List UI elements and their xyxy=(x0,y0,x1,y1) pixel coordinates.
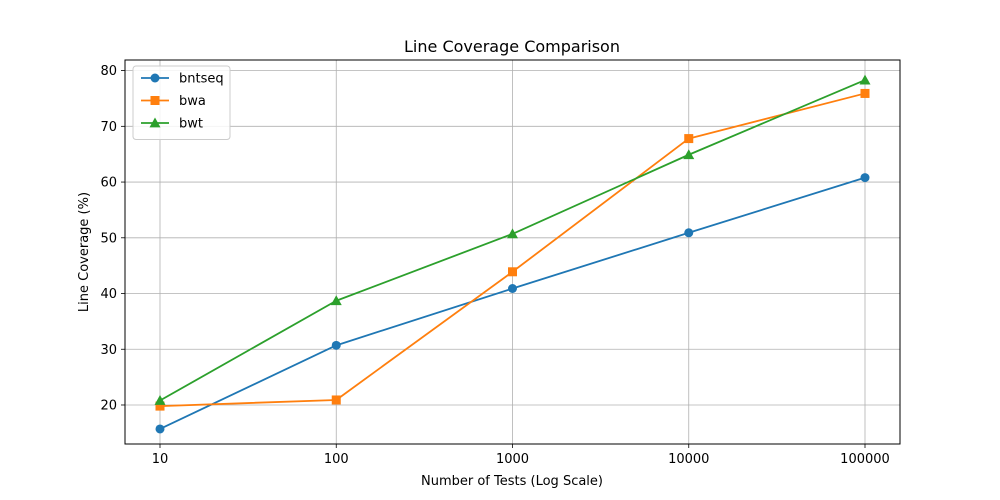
series-layer xyxy=(154,74,871,434)
data-point-bwt xyxy=(683,149,695,160)
data-point-bwa xyxy=(684,134,694,144)
data-point-bwa xyxy=(860,88,870,98)
data-point-bwt xyxy=(507,228,518,239)
legend-marker-bwa xyxy=(150,96,160,105)
series-bntseq xyxy=(155,173,870,434)
y-tick-label: 30 xyxy=(100,343,117,358)
legend-marker-bwt xyxy=(149,117,161,128)
data-point-bntseq xyxy=(860,173,870,183)
legend-item-bwa: bwa xyxy=(141,94,206,109)
series-bwt xyxy=(154,74,871,405)
legend-label-bwt: bwt xyxy=(179,117,203,132)
chart-title: Line Coverage Comparison xyxy=(404,37,620,56)
legend-item-bwt: bwt xyxy=(141,117,203,132)
legend: bntseq bwa bwt xyxy=(132,65,231,140)
y-axis-label: Line Coverage (%) xyxy=(77,192,92,312)
data-point-bwa xyxy=(508,267,517,277)
legend-label-bntseq: bntseq xyxy=(179,72,224,87)
legend-label-bwa: bwa xyxy=(179,94,206,109)
legend-box xyxy=(132,65,231,140)
y-tick-label: 40 xyxy=(100,287,117,302)
data-point-bwt xyxy=(154,395,166,405)
tick-layer: 10 100 1000 10000 100000 20 30 40 50 60 70 80 xyxy=(100,64,889,467)
data-point-bntseq xyxy=(684,228,694,238)
y-tick-label: 70 xyxy=(100,120,117,135)
x-tick-label: 10000 xyxy=(668,452,709,467)
data-point-bwa xyxy=(155,401,165,411)
data-point-bwt xyxy=(859,74,871,85)
data-point-bntseq xyxy=(155,424,165,434)
grid-layer xyxy=(125,60,900,444)
x-tick-label: 10 xyxy=(152,452,169,467)
data-point-bwt xyxy=(330,295,342,306)
x-tick-label: 1000 xyxy=(496,452,529,467)
x-tick-label: 100000 xyxy=(840,452,890,467)
data-point-bntseq xyxy=(331,340,341,350)
y-tick-label: 50 xyxy=(100,231,117,246)
legend-marker-bntseq xyxy=(150,73,160,83)
y-tick-label: 20 xyxy=(100,398,117,413)
series-bwa xyxy=(155,88,870,411)
x-tick-label: 100 xyxy=(324,452,349,467)
legend-item-bntseq: bntseq xyxy=(141,72,224,87)
data-point-bwa xyxy=(331,395,341,405)
data-point-bntseq xyxy=(508,284,517,294)
x-axis-label: Number of Tests (Log Scale) xyxy=(421,474,603,489)
y-tick-label: 80 xyxy=(100,64,117,79)
y-tick-label: 60 xyxy=(100,176,117,191)
